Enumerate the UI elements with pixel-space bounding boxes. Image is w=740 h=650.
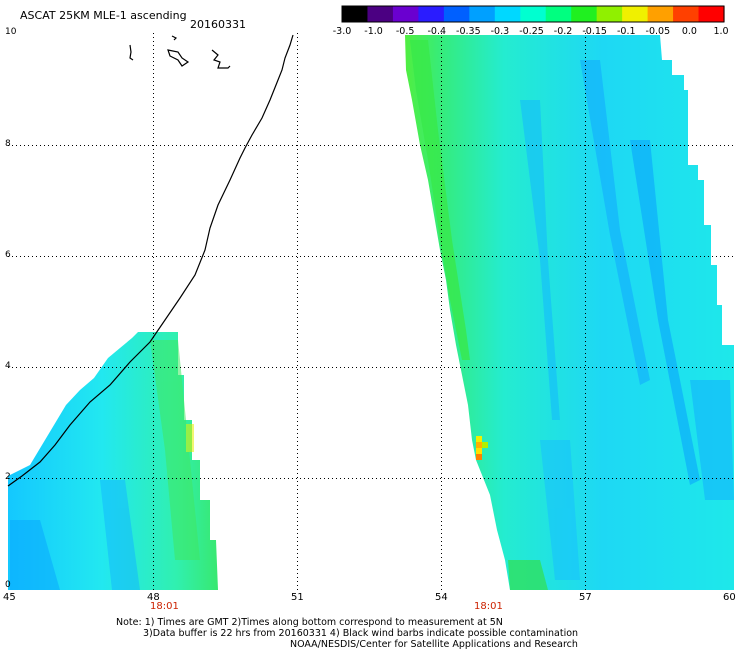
x-tick-label: 57	[579, 592, 592, 603]
note-line-2: 3)Data buffer is 22 hrs from 20160331 4)…	[143, 628, 579, 639]
colorbar-segment	[520, 6, 547, 22]
y-tick-label: 4	[5, 361, 11, 371]
colorbar-tick-label: -0.1	[616, 26, 636, 37]
colorbar-tick-label: -0.2	[553, 26, 573, 37]
y-tick-label: 8	[5, 139, 11, 149]
colorbar-segment	[545, 6, 572, 22]
colorbar-tick-label: -0.4	[427, 26, 447, 37]
colorbar-segment	[392, 6, 419, 22]
x-tick-label: 54	[435, 592, 448, 603]
colorbar-segment	[342, 6, 369, 22]
x-tick-label: 45	[3, 592, 16, 603]
colorbar-tick-label: -3.0	[332, 26, 352, 37]
colorbar-tick-label: -0.05	[645, 26, 671, 37]
colorbar-tick-label: -0.25	[519, 26, 544, 37]
islands	[129, 35, 231, 69]
x-tick-label: 48	[147, 592, 160, 603]
colorbar-tick-label: -1.0	[364, 26, 383, 37]
colorbar-segment	[418, 6, 445, 22]
x-tick-label: 51	[291, 592, 304, 603]
y-tick-label: 2	[5, 472, 11, 482]
coastline	[7, 34, 294, 487]
colorbar-segment	[469, 6, 496, 22]
colorbar-segment	[673, 6, 700, 22]
product-date: 20160331	[190, 18, 246, 31]
y-tick-label: 0	[5, 580, 11, 590]
product-title: ASCAT 25KM MLE-1 ascending	[20, 9, 187, 22]
pass-time-label: 18:01	[150, 601, 179, 612]
note-line-1: Note: 1) Times are GMT 2)Times along bot…	[116, 617, 503, 628]
colorbar-segment	[622, 6, 649, 22]
colorbar-border	[341, 5, 725, 23]
grid	[8, 33, 734, 590]
y-tick-label: 10	[5, 27, 17, 37]
x-tick-label: 60	[723, 592, 736, 603]
colorbar-tick-label: -0.35	[456, 26, 481, 37]
colorbar-segment	[571, 6, 598, 22]
pass-time-label: 18:01	[474, 601, 503, 612]
colorbar-tick-label: 0.0	[681, 26, 697, 37]
colorbar-segment	[367, 6, 394, 22]
colorbar-segment	[698, 6, 725, 22]
y-tick-label: 6	[5, 250, 11, 260]
colorbar-segment	[596, 6, 623, 22]
colorbar-tick-label: -0.5	[395, 26, 415, 37]
colorbar-tick-label: 1.0	[713, 26, 729, 37]
right-swath-green	[410, 40, 548, 590]
left-swath-streaks	[10, 340, 200, 590]
warm-pixels	[476, 436, 488, 460]
note-line-3: NOAA/NESDIS/Center for Satellite Applica…	[290, 639, 578, 650]
right-swath-streaks	[520, 60, 734, 580]
colorbar	[341, 5, 725, 23]
colorbar-tick-label: -0.15	[582, 26, 607, 37]
colorbar-segment	[443, 6, 470, 22]
colorbar-segment	[647, 6, 674, 22]
colorbar-segment	[494, 6, 521, 22]
colorbar-tick-label: -0.3	[490, 26, 510, 37]
